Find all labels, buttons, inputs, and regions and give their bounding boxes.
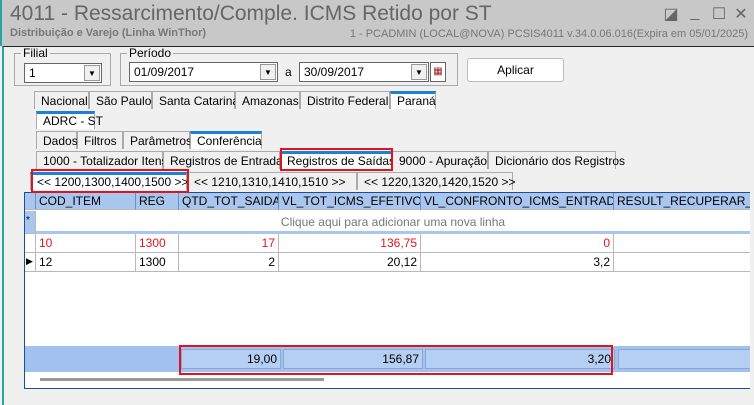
- maximize-icon[interactable]: ☐: [711, 6, 727, 23]
- table-cell[interactable]: 10: [36, 234, 136, 253]
- tab[interactable]: Amazonas: [235, 91, 300, 109]
- tab[interactable]: ADRC - ST: [36, 111, 103, 129]
- table-cell[interactable]: 12: [36, 253, 136, 272]
- filial-value: 1: [29, 66, 36, 80]
- chevron-down-icon[interactable]: ▼: [84, 65, 100, 81]
- periodo-label: Período: [129, 46, 172, 60]
- table-row[interactable]: ▶ 12 1300 2 20,12 3,2: [25, 253, 750, 272]
- table-cell[interactable]: [614, 234, 750, 253]
- tab[interactable]: Distrito Federal: [300, 91, 390, 109]
- column-header[interactable]: REG: [136, 193, 179, 210]
- table-cell[interactable]: 1300: [136, 234, 179, 253]
- date-to-value: 30/09/2017: [304, 65, 365, 79]
- tab[interactable]: << 1200,1300,1400,1500 >>: [30, 172, 188, 190]
- total-qtd: 19,00: [181, 349, 281, 369]
- chevron-down-icon[interactable]: ▼: [260, 64, 276, 80]
- restore-icon[interactable]: ◪: [663, 6, 679, 23]
- tab[interactable]: << 1220,1320,1420,1520 >>: [357, 172, 515, 190]
- grid-footer: 19,00 156,87 3,20: [25, 346, 750, 372]
- filial-select[interactable]: 1 ▼: [24, 63, 102, 83]
- column-header[interactable]: RESULT_RECUPERAR_RESS: [614, 193, 750, 210]
- tab[interactable]: São Paulo: [89, 91, 152, 109]
- horizontal-scrollbar[interactable]: [40, 378, 324, 381]
- tab[interactable]: Paraná: [390, 91, 436, 109]
- tab[interactable]: Dicionário dos Registros: [488, 151, 625, 169]
- date-from-input[interactable]: 01/09/2017 ▼: [129, 62, 278, 82]
- periodo-group: Período: [120, 46, 458, 86]
- table-cell[interactable]: 136,75: [279, 234, 421, 253]
- calendar-icon[interactable]: ▦: [430, 62, 446, 82]
- data-grid: COD_ITEM REG QTD_TOT_SAIDA VL_TOT_ICMS_E…: [24, 192, 750, 389]
- new-row-prompt[interactable]: Clique aqui para adicionar uma nova linh…: [36, 211, 750, 234]
- apply-button[interactable]: Aplicar: [467, 58, 564, 82]
- total-result: [618, 349, 750, 369]
- tab[interactable]: Registros de Saídas: [280, 151, 395, 169]
- window-subtitle: Distribuição e Varejo (Linha WinThor): [10, 27, 207, 39]
- tab[interactable]: Santa Catarina: [152, 91, 239, 109]
- date-to-input[interactable]: 30/09/2017 ▼: [299, 62, 429, 82]
- table-cell[interactable]: 0: [421, 234, 614, 253]
- minimize-icon[interactable]: _: [690, 4, 700, 21]
- table-cell[interactable]: 2: [179, 253, 279, 272]
- column-header[interactable]: QTD_TOT_SAIDA: [179, 193, 279, 210]
- total-vl-conf: 3,20: [425, 349, 615, 369]
- tab[interactable]: 9000 - Apuração: [392, 151, 488, 169]
- table-cell[interactable]: 3,2: [421, 253, 614, 272]
- tab[interactable]: << 1210,1310,1410,1510 >>: [187, 172, 357, 190]
- column-header[interactable]: COD_ITEM: [36, 193, 136, 210]
- tab[interactable]: Nacional: [34, 91, 89, 109]
- column-header[interactable]: VL_TOT_ICMS_EFETIVO: [279, 193, 421, 210]
- grid-header: COD_ITEM REG QTD_TOT_SAIDA VL_TOT_ICMS_E…: [25, 193, 750, 210]
- table-cell[interactable]: 17: [179, 234, 279, 253]
- window-title: 4011 - Ressarcimento/Comple. ICMS Retido…: [10, 2, 492, 25]
- chevron-down-icon[interactable]: ▼: [411, 64, 427, 80]
- column-header[interactable]: VL_CONFRONTO_ICMS_ENTRADA: [421, 193, 614, 210]
- session-info: 1 - PCADMIN (LOCAL@NOVA) PCSIS4011 v.34.…: [349, 28, 748, 40]
- title-bar: 4011 - Ressarcimento/Comple. ICMS Retido…: [0, 0, 754, 46]
- tab[interactable]: Parâmetros: [123, 131, 192, 149]
- close-icon[interactable]: ✕: [734, 6, 748, 23]
- new-row[interactable]: * Clique aqui para adicionar uma nova li…: [25, 211, 750, 234]
- date-from-value: 01/09/2017: [134, 65, 195, 79]
- filial-label: Filial: [23, 46, 48, 60]
- tab[interactable]: Conferência: [190, 131, 262, 149]
- date-separator: a: [285, 65, 292, 79]
- tab[interactable]: Filtros: [77, 131, 123, 149]
- total-vl-tot: 156,87: [283, 349, 423, 369]
- table-cell[interactable]: 1300: [136, 253, 179, 272]
- new-row-icon: *: [25, 211, 36, 234]
- current-row-icon[interactable]: ▶: [25, 253, 36, 272]
- tab[interactable]: 1000 - Totalizador Itens: [36, 151, 168, 169]
- row-indicator-header: [25, 193, 36, 210]
- table-row[interactable]: 10 1300 17 136,75 0: [25, 234, 750, 253]
- row-indicator[interactable]: [25, 234, 36, 253]
- table-cell[interactable]: 20,12: [279, 253, 421, 272]
- filial-group: Filial: [14, 46, 111, 86]
- tab[interactable]: Registros de Entradas: [163, 151, 289, 169]
- table-cell[interactable]: [614, 253, 750, 272]
- tab[interactable]: Dados: [36, 131, 78, 149]
